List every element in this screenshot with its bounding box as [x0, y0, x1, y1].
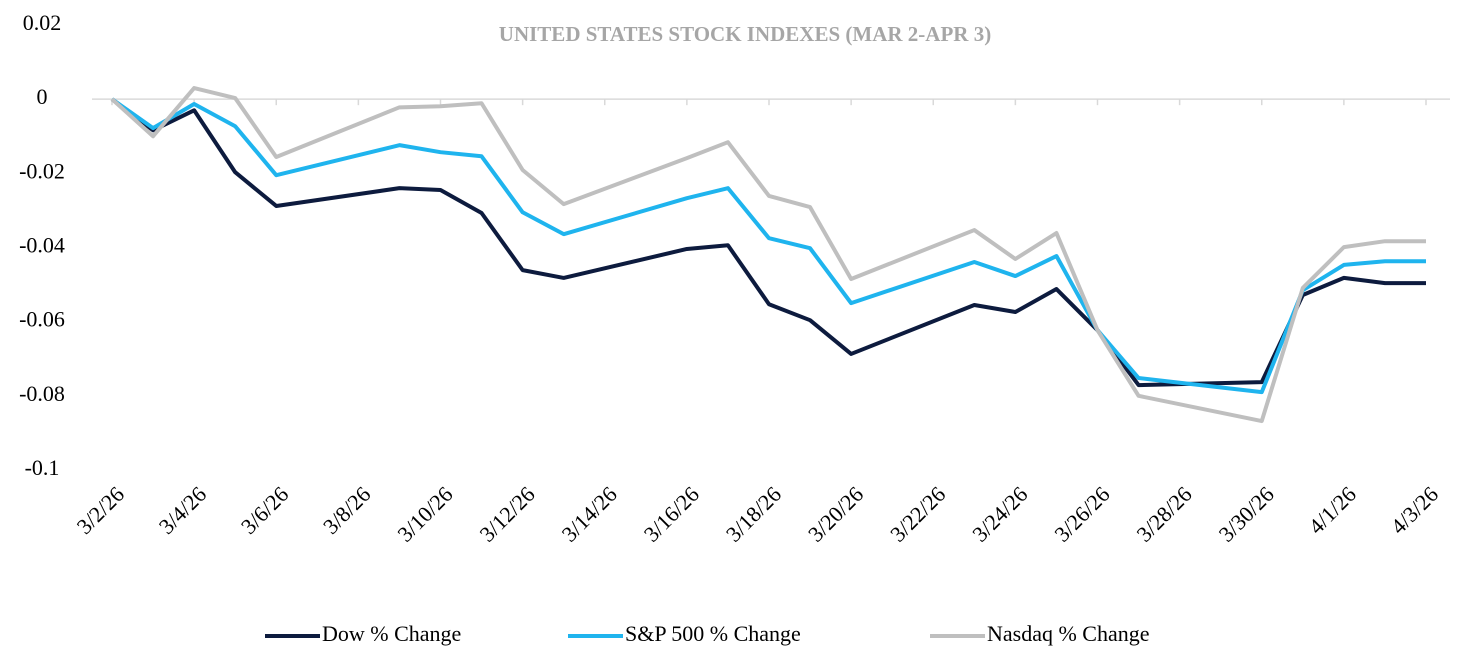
legend-label: S&P 500 % Change	[625, 621, 801, 646]
y-tick-label: -0.1	[25, 455, 60, 480]
x-tick-label: 3/16/26	[639, 481, 704, 546]
x-tick-label: 3/2/26	[72, 481, 129, 538]
x-tick-label: 3/30/26	[1214, 481, 1279, 546]
y-tick-label: 0	[37, 84, 48, 109]
y-tick-label: -0.06	[19, 307, 65, 332]
legend-label: Dow % Change	[322, 621, 461, 646]
x-tick-label: 4/3/26	[1386, 481, 1443, 538]
x-tick-label: 3/12/26	[475, 481, 540, 546]
y-tick-label: -0.04	[19, 233, 65, 258]
series-line	[110, 97, 1426, 395]
x-tick-label: 3/10/26	[392, 481, 457, 546]
y-tick-label: -0.02	[19, 158, 65, 183]
y-tick-label: -0.08	[19, 381, 65, 406]
x-tick-label: 3/18/26	[721, 481, 786, 546]
x-tick-label: 3/24/26	[967, 481, 1032, 546]
x-tick-label: 3/20/26	[803, 481, 868, 546]
y-tick-label: 0.02	[23, 10, 62, 35]
x-tick-label: 3/14/26	[557, 481, 622, 546]
x-tick-label: 4/1/26	[1304, 481, 1361, 538]
x-tick-label: 3/22/26	[885, 481, 950, 546]
x-tick-label: 3/26/26	[1049, 481, 1114, 546]
x-tick-label: 3/4/26	[154, 481, 211, 538]
series-line	[110, 97, 1426, 388]
series-line	[110, 86, 1426, 424]
legend-label: Nasdaq % Change	[987, 621, 1150, 646]
x-tick-label: 3/6/26	[236, 481, 293, 538]
x-tick-label: 3/8/26	[318, 481, 375, 538]
chart-title: UNITED STATES STOCK INDEXES (MAR 2-APR 3…	[499, 22, 991, 46]
x-tick-label: 3/28/26	[1132, 481, 1197, 546]
